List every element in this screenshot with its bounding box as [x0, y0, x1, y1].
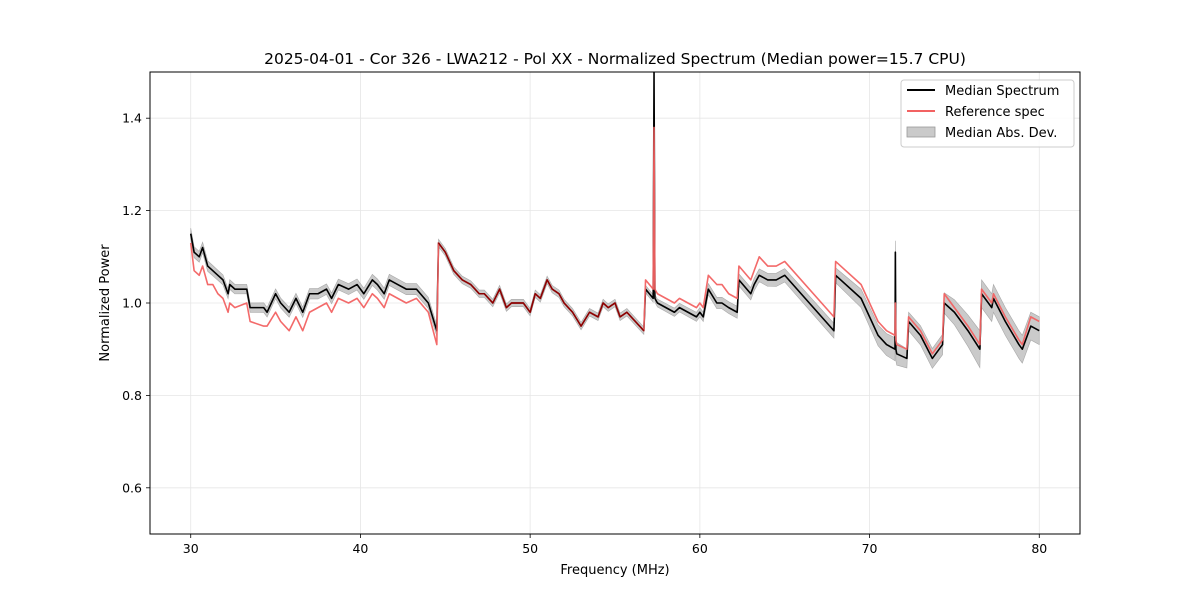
x-axis-label: Frequency (MHz): [560, 563, 669, 578]
legend-mad-label: Median Abs. Dev.: [945, 126, 1057, 141]
y-tick-label: 0.8: [122, 388, 142, 403]
legend: Median Spectrum Reference spec Median Ab…: [900, 79, 1075, 148]
plot-data: [189, 72, 1040, 369]
y-tick-label: 1.0: [122, 296, 142, 311]
legend-reference-label: Reference spec: [945, 105, 1045, 120]
x-tick-label: 40: [352, 541, 368, 556]
y-tick-label: 0.6: [122, 480, 142, 495]
y-axis-label: Normalized Power: [98, 244, 113, 362]
axis-ticks: 30 40 50 60 70 80 0.6 0.8 1.0 1.2 1.4: [122, 111, 1047, 556]
chart-title: 2025-04-01 - Cor 326 - LWA212 - Pol XX -…: [264, 50, 966, 68]
overlap-line: [437, 242, 645, 332]
legend-median-label: Median Spectrum: [945, 84, 1059, 99]
y-tick-label: 1.2: [122, 203, 142, 218]
legend-box: [900, 79, 1075, 148]
x-tick-label: 30: [183, 541, 199, 556]
legend-mad-swatch: [906, 126, 936, 138]
y-tick-label: 1.4: [122, 111, 142, 126]
x-tick-label: 80: [1031, 541, 1047, 556]
x-tick-label: 60: [692, 541, 708, 556]
x-tick-label: 50: [522, 541, 538, 556]
x-tick-label: 70: [862, 541, 878, 556]
mad-band: [190, 72, 1040, 369]
